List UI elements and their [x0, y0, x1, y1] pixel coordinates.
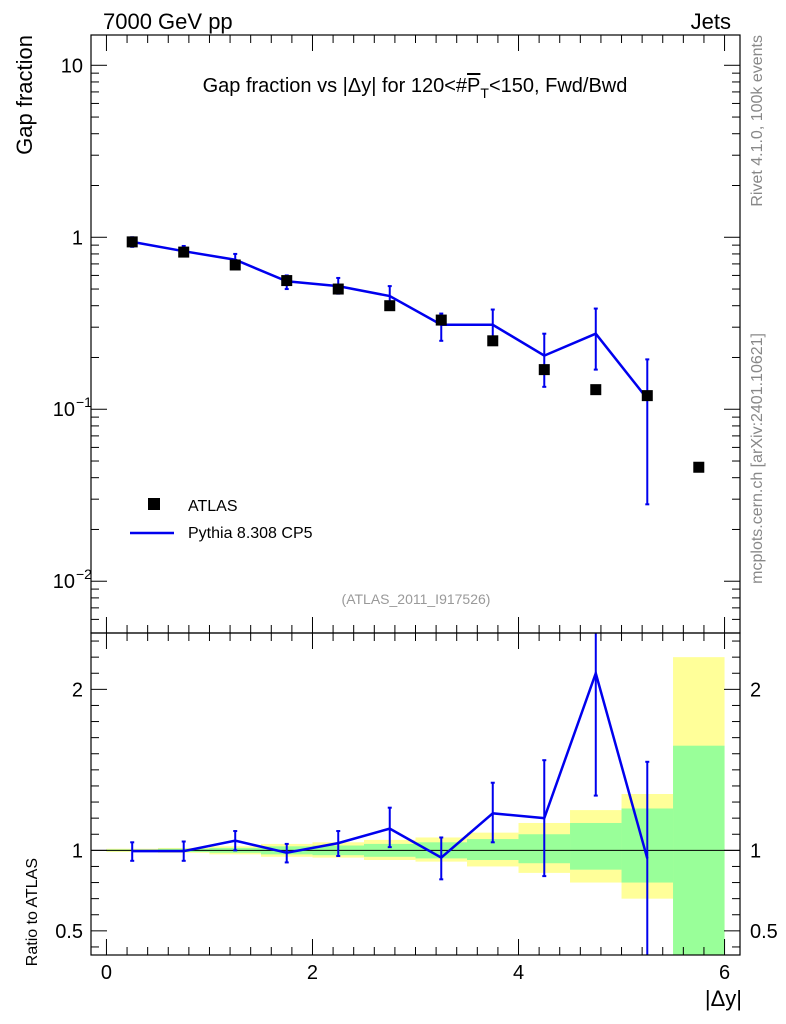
ratio-y-tick-label: 0.5	[55, 921, 83, 943]
main-title-sub: T	[480, 85, 489, 101]
pythia-line	[131, 240, 649, 400]
ratio-y-tick-label-right: 0.5	[750, 921, 778, 943]
band-green-bin	[570, 822, 622, 870]
rivet-label: Rivet 4.1.0, 100k events	[749, 35, 766, 207]
x-tick-label: 6	[719, 962, 730, 984]
atlas-point	[435, 314, 447, 326]
atlas-point	[281, 275, 293, 287]
ratio-y-tick-label-right: 2	[750, 679, 761, 701]
atlas-point	[641, 390, 653, 402]
legend-atlas-marker	[148, 498, 160, 510]
main-title-suffix: <150, Fwd/Bwd	[489, 75, 627, 97]
x-axis-title: |Δy|	[705, 986, 742, 1011]
x-tick-label: 0	[101, 962, 112, 984]
atlas-point	[538, 364, 550, 376]
atlas-point	[126, 236, 138, 248]
atlas-point	[384, 300, 396, 312]
atlas-point	[487, 335, 499, 347]
main-y-axis-title: Gap fraction	[12, 35, 37, 155]
ratio-y-tick-label-right: 1	[750, 840, 761, 862]
y-tick-label: 10	[53, 571, 75, 593]
y-tick-label: 1	[72, 227, 83, 249]
legend-atlas-label: ATLAS	[188, 498, 238, 515]
x-tick-label: 2	[307, 962, 318, 984]
mcplots-label: mcplots.cern.ch [arXiv:2401.10621]	[749, 333, 766, 584]
ratio-plot-area	[91, 633, 740, 955]
y-tick-exponent: −1	[76, 394, 92, 410]
ratio-y-tick-label: 1	[72, 840, 83, 862]
main-frame	[90, 34, 741, 634]
legend: ATLAS Pythia 8.308 CP5	[130, 498, 313, 542]
y-tick-label: 10	[53, 399, 75, 421]
x-tick-label: 4	[513, 962, 524, 984]
atlas-point	[229, 259, 241, 271]
atlas-point	[332, 283, 344, 295]
main-title: Gap fraction vs |Δy| for 120<#PT<150, Fw…	[203, 75, 628, 101]
analysis-id: (ATLAS_2011_I917526)	[342, 591, 491, 607]
main-title-p: P	[467, 75, 480, 97]
atlas-point	[693, 461, 705, 473]
legend-pythia-label: Pythia 8.308 CP5	[188, 525, 313, 542]
atlas-point	[590, 384, 602, 396]
atlas-point	[178, 246, 190, 258]
main-plot-area	[126, 236, 705, 506]
main-title-prefix: Gap fraction vs |Δy| for 120<#	[203, 75, 468, 97]
header-left: 7000 GeV pp	[103, 9, 233, 34]
ratio-y-tick-label: 2	[72, 679, 83, 701]
header-right: Jets	[691, 9, 731, 34]
band-green-bin	[467, 839, 519, 861]
y-tick-label: 10	[61, 55, 83, 77]
y-tick-exponent: −2	[76, 566, 92, 582]
ratio-y-axis-title: Ratio to ATLAS	[24, 858, 41, 966]
